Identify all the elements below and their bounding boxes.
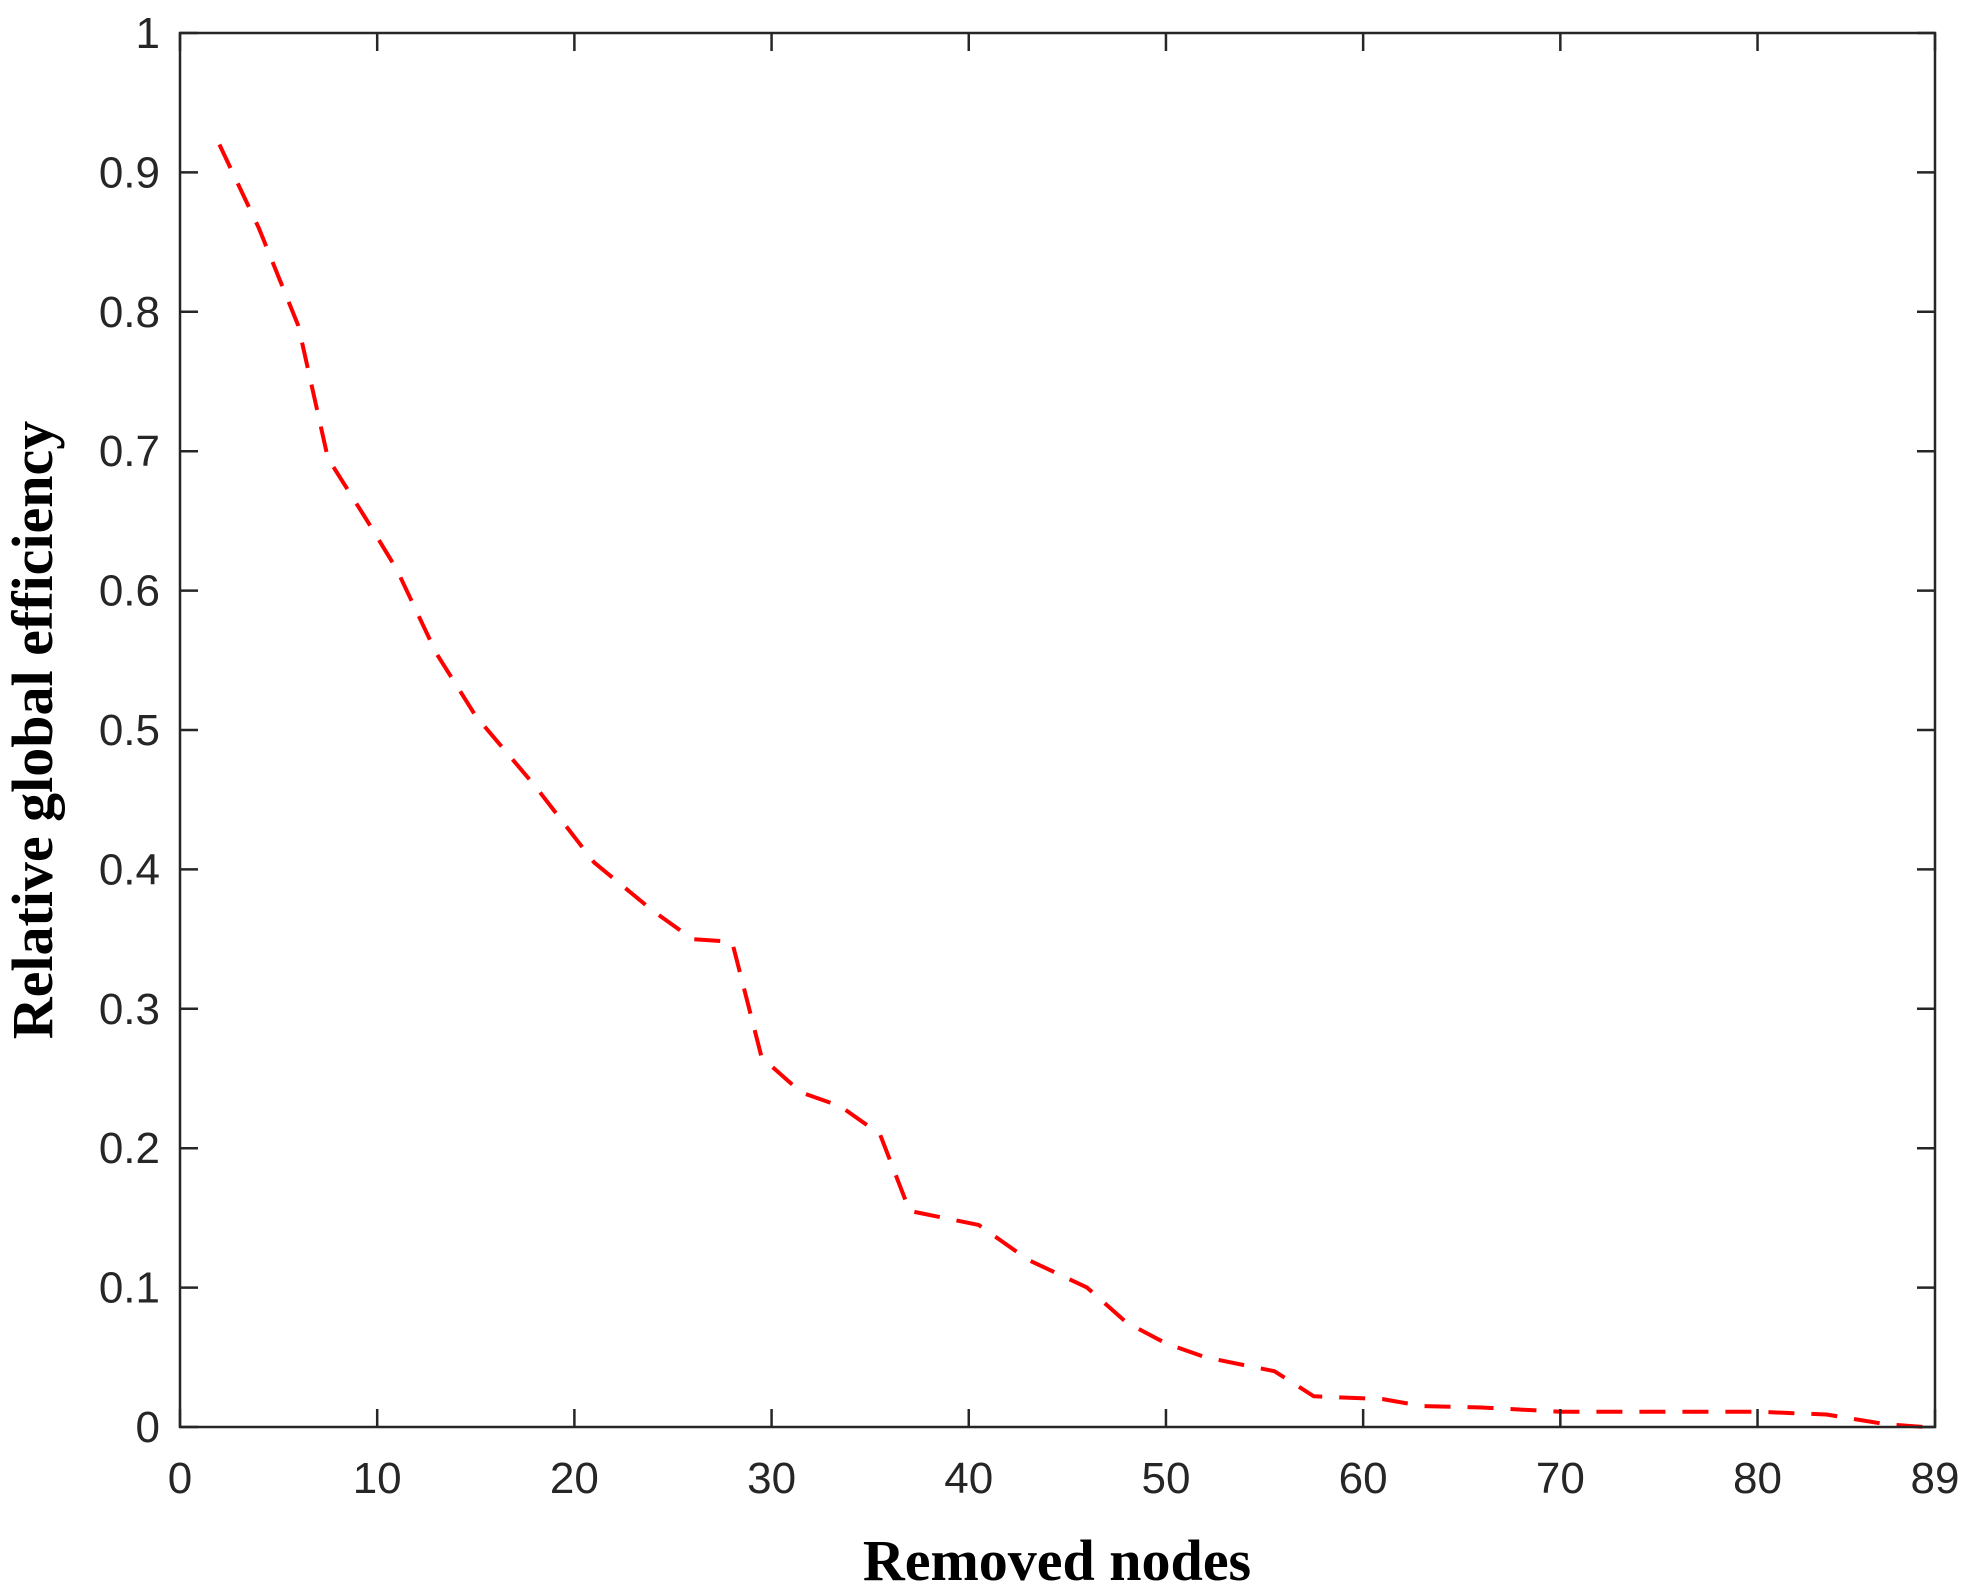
y-tick-label: 0.9 xyxy=(99,148,160,197)
axes-box xyxy=(178,31,1937,1429)
y-axis-title: Relative global efficiency xyxy=(0,421,65,1040)
x-axis-title: Removed nodes xyxy=(863,1528,1251,1593)
y-tick-label: 0.1 xyxy=(99,1264,160,1313)
x-tick-label: 30 xyxy=(747,1454,796,1503)
x-tick-label: 70 xyxy=(1536,1454,1585,1503)
y-tick-label: 0.8 xyxy=(99,288,160,337)
y-tick-label: 0.2 xyxy=(99,1124,160,1173)
y-tick-label: 1 xyxy=(136,9,160,58)
x-tick-label: 40 xyxy=(944,1454,993,1503)
y-tick-label: 0 xyxy=(136,1403,160,1452)
y-tick-label: 0.3 xyxy=(99,985,160,1034)
series-line-0 xyxy=(217,143,1926,1429)
y-tick-label: 0.5 xyxy=(99,706,160,755)
x-tick-label: 50 xyxy=(1141,1454,1190,1503)
x-tick-label: 89 xyxy=(1911,1454,1960,1503)
y-tick-label: 0.7 xyxy=(99,427,160,476)
x-tick-label: 80 xyxy=(1733,1454,1782,1503)
axis-ticks xyxy=(178,31,1937,1429)
x-tick-label: 10 xyxy=(353,1454,402,1503)
tick-labels: 0 10 20 30 40 50 60 70 80 89 0 0.1 0.2 0.3 0.4 0.5 0.6 0.… xyxy=(99,9,1960,1503)
x-tick-label: 20 xyxy=(550,1454,599,1503)
x-tick-label: 60 xyxy=(1339,1454,1388,1503)
y-tick-label: 0.4 xyxy=(99,845,160,894)
x-tick-label: 0 xyxy=(168,1454,192,1503)
y-tick-label: 0.6 xyxy=(99,567,160,616)
plot-area xyxy=(217,143,1926,1429)
